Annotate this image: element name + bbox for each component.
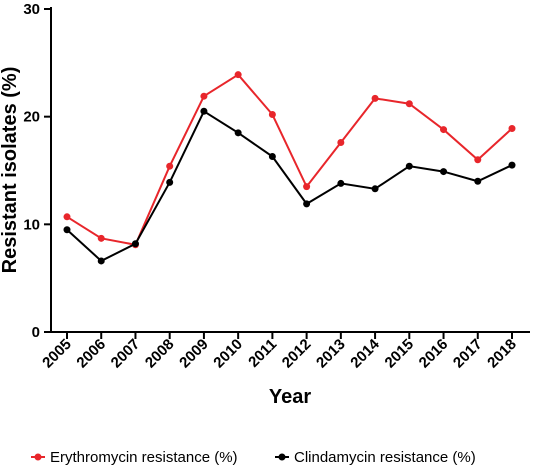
series-2 [63, 107, 516, 265]
series-line [66, 109, 513, 263]
data-point [337, 179, 345, 187]
x-tick-label: 2015 [382, 336, 418, 372]
legend: Erythromycin resistance (%) Clindamycin r… [31, 449, 476, 466]
data-point [303, 183, 311, 191]
x-tick-label: 2010 [210, 336, 246, 372]
x-tick-label: 2016 [416, 336, 452, 372]
legend-item-2: Clindamycin resistance (%) [275, 449, 476, 466]
data-point [268, 111, 276, 119]
series-line [66, 73, 513, 246]
data-point [200, 92, 208, 100]
data-point [440, 168, 448, 176]
x-tick-label: 2006 [73, 336, 109, 372]
y-tick-label: 10 [23, 216, 40, 233]
data-point [508, 125, 516, 133]
data-point [166, 178, 174, 186]
x-axis-title: Year [269, 386, 311, 408]
data-point [63, 213, 71, 221]
data-point [200, 107, 208, 115]
data-point [234, 129, 242, 137]
legend-marker [278, 453, 286, 461]
y-axis: 0 10 20 30 Resistant isolates (%) [0, 1, 52, 341]
x-tick-label: 2007 [108, 336, 144, 372]
x-tick-label: 2017 [450, 336, 486, 372]
data-point [337, 139, 345, 147]
data-point [508, 161, 516, 169]
data-point [371, 94, 379, 102]
data-point [97, 234, 105, 242]
legend-marker [34, 453, 42, 461]
data-point [63, 226, 71, 234]
x-tick-label: 2018 [484, 336, 520, 372]
legend-label: Erythromycin resistance (%) [50, 449, 238, 466]
data-point [474, 156, 482, 164]
legend-label: Clindamycin resistance (%) [294, 449, 476, 466]
data-point [166, 162, 174, 170]
x-tick-label: 2014 [347, 335, 383, 371]
data-point [440, 126, 448, 134]
x-tick-label: 2012 [279, 336, 315, 372]
x-tick-label: 2008 [142, 336, 178, 372]
series-1 [63, 71, 516, 249]
y-tick-label: 20 [23, 109, 40, 126]
x-tick-label: 2013 [313, 336, 349, 372]
data-point [474, 177, 482, 185]
data-point [234, 71, 242, 79]
data-point [268, 153, 276, 161]
data-point [405, 100, 413, 108]
y-tick-label: 30 [23, 1, 40, 18]
y-axis-title: Resistant isolates (%) [0, 67, 21, 274]
data-point [97, 257, 105, 265]
y-tick-label: 0 [32, 324, 40, 341]
x-tick-label: 2009 [176, 336, 212, 372]
series-layer [63, 71, 516, 265]
x-tick-label: 2011 [245, 336, 280, 371]
x-tick-label: 2005 [39, 336, 75, 372]
data-point [371, 185, 379, 193]
legend-item-1: Erythromycin resistance (%) [31, 449, 238, 466]
data-point [405, 162, 413, 170]
data-point [131, 240, 139, 248]
data-point [303, 200, 311, 208]
